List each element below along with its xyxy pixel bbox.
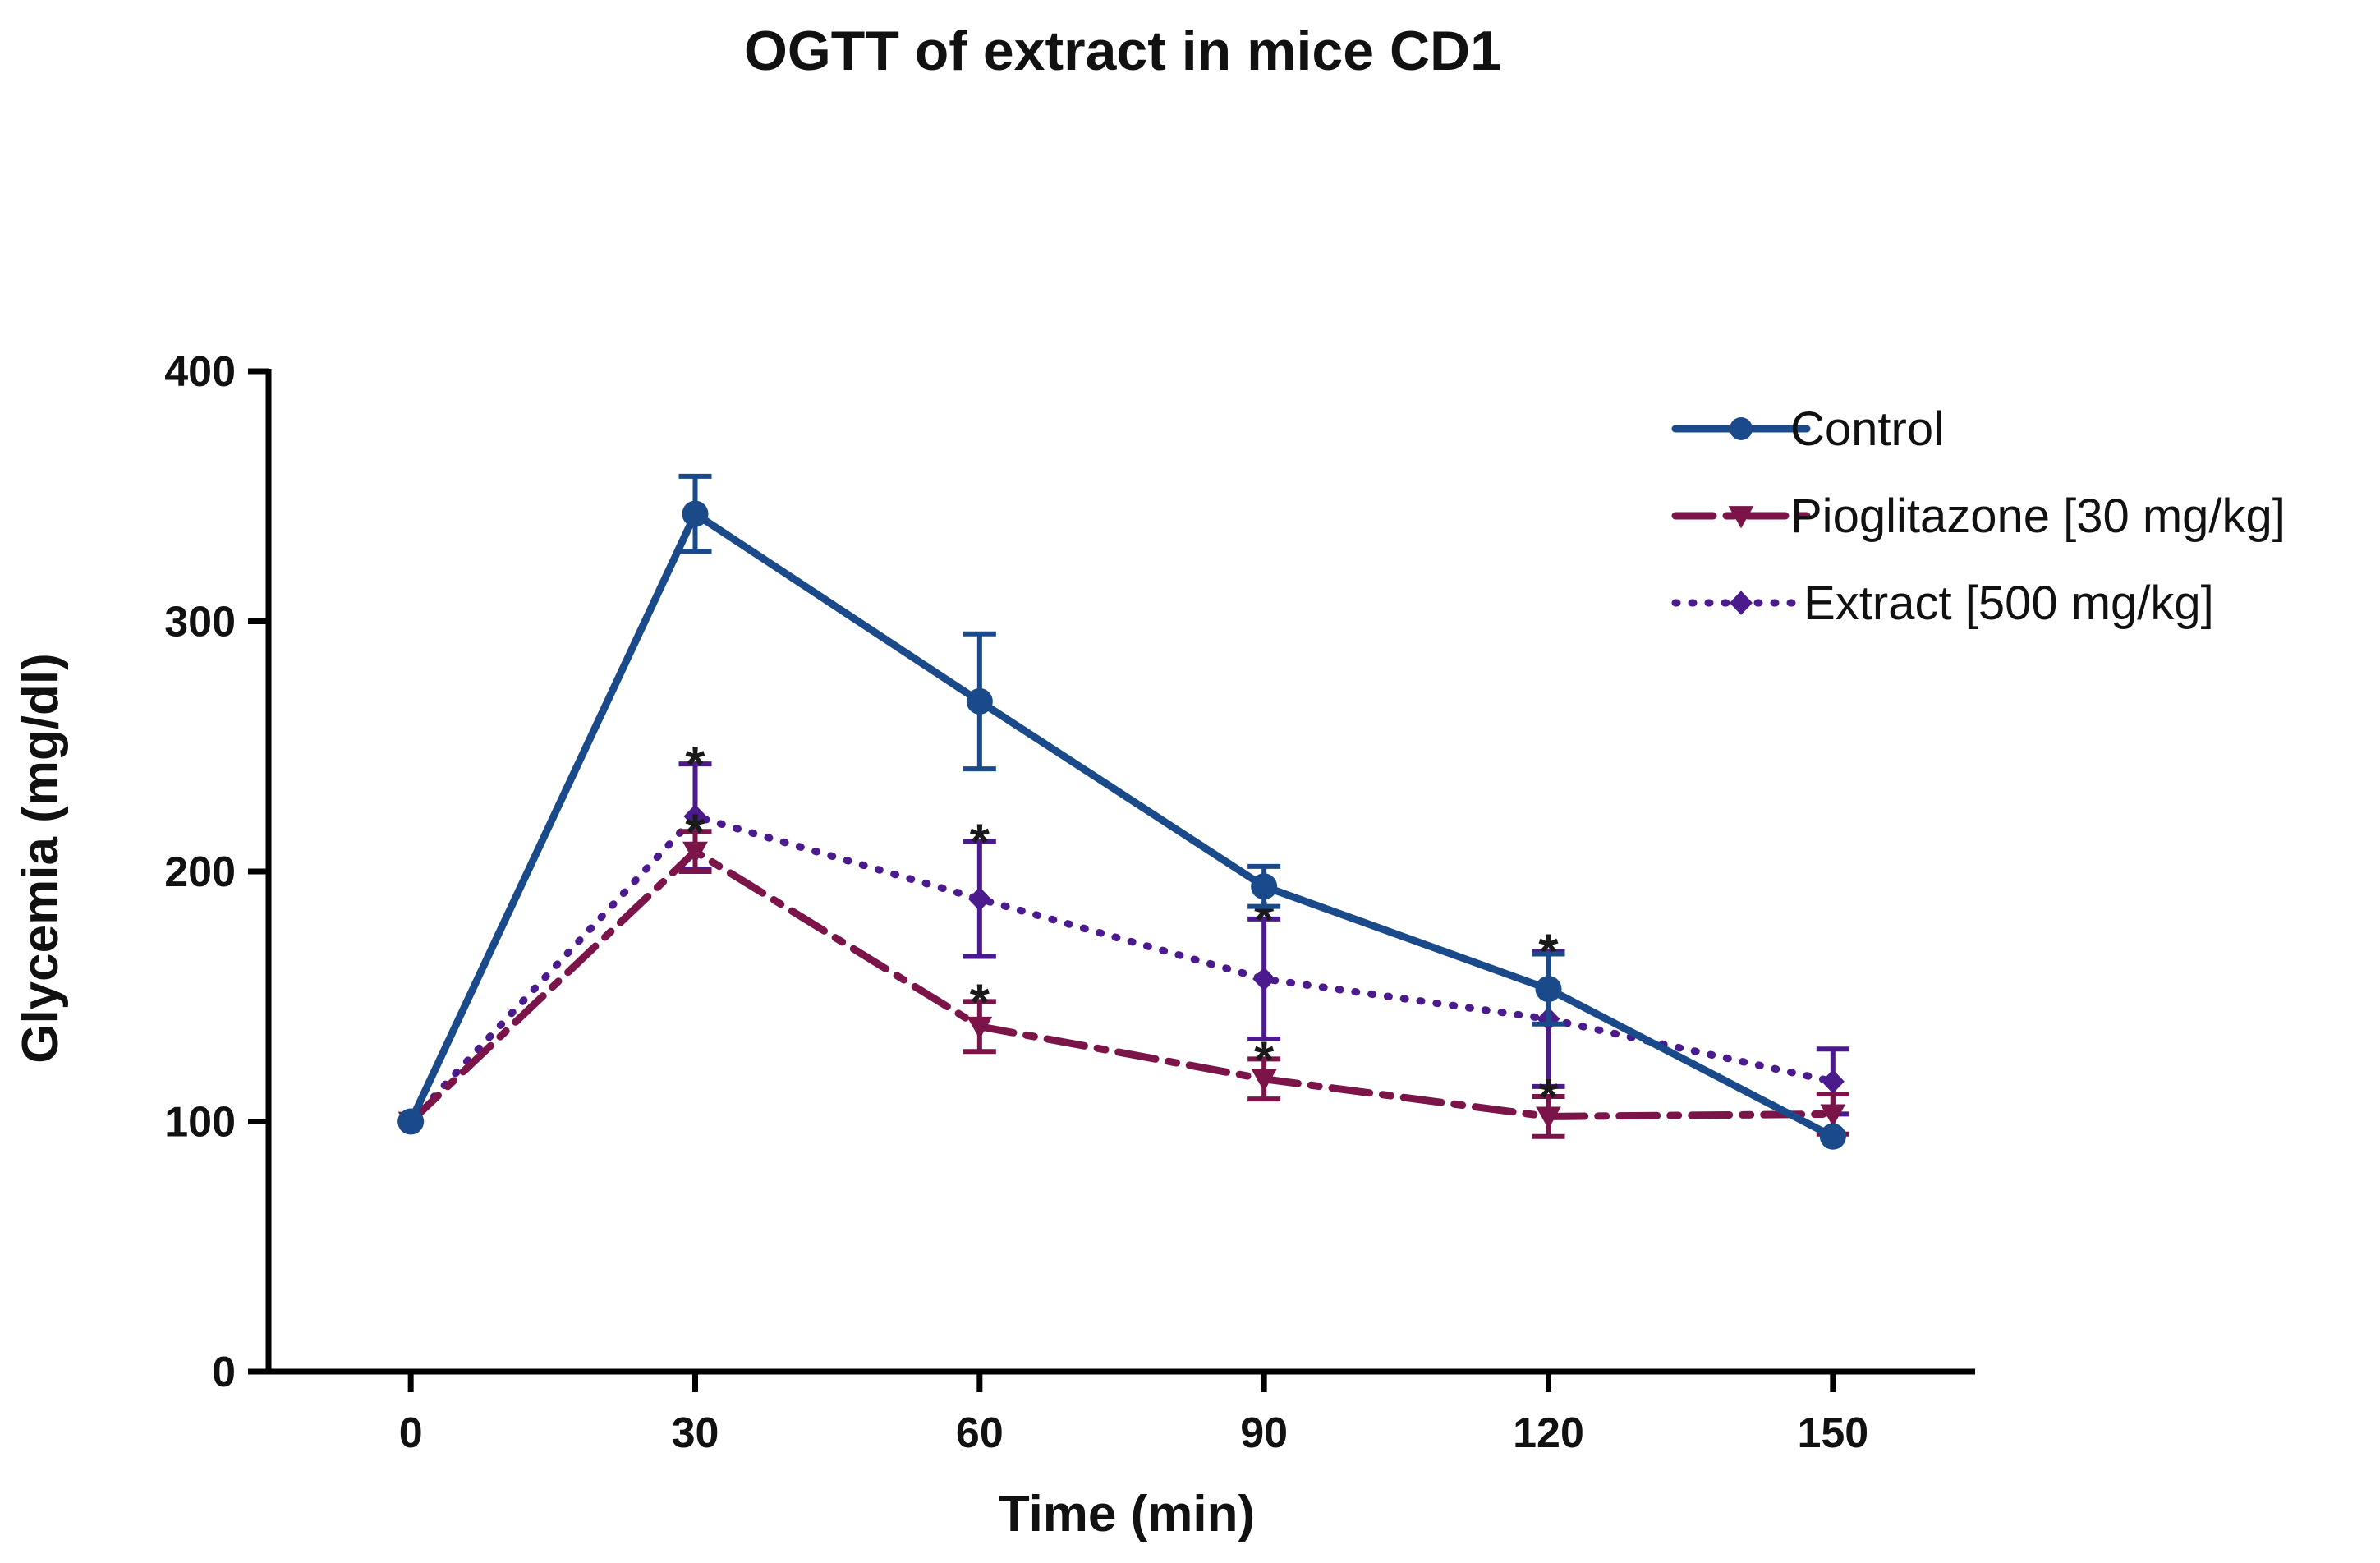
y-tick-label: 200 [164,848,236,896]
y-tick-label: 300 [164,599,236,646]
axes: 0 100 200 300 400 0 30 60 90 120 150 [164,348,1975,1457]
data-point [1819,1123,1846,1150]
legend-entry-0: Control [1671,402,1944,456]
legend-marker [1730,591,1753,615]
y-axis-label: Glycemia (mg/dl) [12,653,69,1064]
significance-asterisk: * [685,804,705,861]
data-point [1536,1106,1561,1129]
legend: Control Pioglitazone [30 mg/kg] Extract [… [1671,402,2286,630]
series-line [407,812,1837,1125]
x-tick-label: 90 [1240,1409,1288,1457]
y-tick-label: 0 [212,1349,236,1396]
data-point [967,886,991,912]
x-tick-label: 120 [1513,1409,1584,1457]
legend-label: Extract [500 mg/kg] [1790,577,2214,630]
legend-entry-2: Extract [500 mg/kg] [1671,577,2214,630]
chart-title: OGTT of extract in mice CD1 [744,20,1501,82]
legend-entry-1: Pioglitazone [30 mg/kg] [1671,490,2286,543]
series-line [407,510,1837,1141]
y-tick-label: 400 [164,348,236,396]
significance-asterisk: * [970,974,990,1031]
plot-area: ******** [397,473,1849,1150]
x-tick-label: 150 [1797,1409,1868,1457]
data-point [966,687,993,715]
x-tick-label: 0 [399,1409,423,1457]
data-point [1251,1069,1277,1092]
legend-marker [1730,417,1753,440]
data-point [682,841,708,865]
x-tick-label: 60 [956,1409,1004,1457]
data-point [1535,976,1562,1003]
x-tick-label: 30 [672,1409,719,1457]
data-point [1821,1069,1845,1094]
data-point [967,1016,993,1040]
legend-label: Pioglitazone [30 mg/kg] [1790,490,2286,543]
legend-label: Control [1790,402,1944,456]
significance-asterisk: * [1254,1032,1275,1088]
data-point [1251,873,1278,900]
data-point [1820,1104,1846,1127]
data-point [1252,967,1276,991]
data-point [682,500,709,527]
series-line [407,848,1837,1125]
significance-asterisk: * [1538,1069,1559,1126]
x-axis-label: Time (min) [999,1486,1255,1542]
series-0 [397,473,1846,1150]
significance-asterisk: * [685,737,705,793]
significance-asterisk: * [970,814,990,871]
y-tick-label: 100 [164,1099,236,1147]
data-point [683,804,707,829]
series-1: * * * * [397,804,1849,1139]
data-point [397,1108,425,1135]
legend-marker [1728,506,1754,529]
